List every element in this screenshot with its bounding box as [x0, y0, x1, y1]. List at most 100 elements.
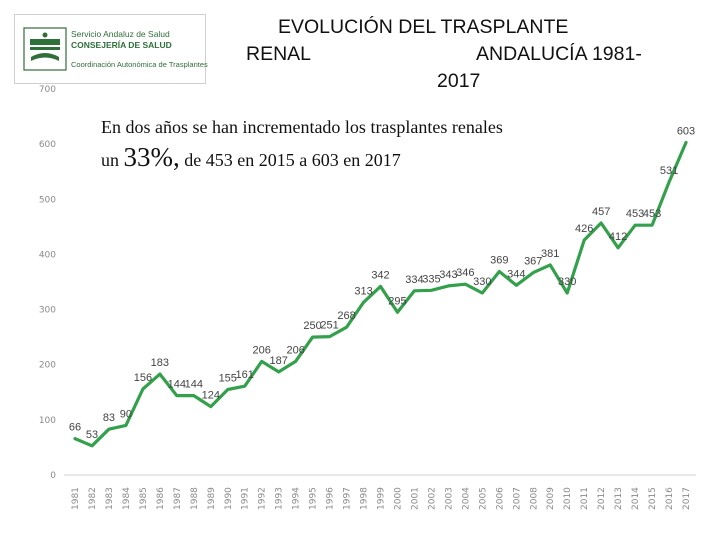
x-tick-label: 2010: [563, 487, 573, 510]
x-tick-label: 1992: [258, 487, 268, 510]
x-tick-label: 2014: [631, 487, 641, 510]
data-label: 531: [660, 165, 678, 177]
x-tick-label: 2011: [580, 487, 590, 510]
x-axis-ticks: 1981 1982 1983 1984 1985 1986 1987 1988 1989 1990…: [71, 487, 692, 510]
y-tick-label: 600: [39, 140, 56, 150]
x-tick-label: 1986: [156, 487, 166, 510]
data-label: 342: [371, 269, 389, 281]
y-tick-label: 300: [39, 306, 56, 316]
data-label: 330: [558, 276, 576, 288]
data-label: 206: [286, 344, 304, 356]
y-axis-ticks: 0 100 200 300 400 500 600 700: [39, 85, 56, 481]
y-tick-label: 500: [39, 195, 56, 205]
data-label: 334: [405, 274, 423, 286]
data-label: 335: [422, 273, 440, 285]
x-tick-label: 2001: [410, 487, 420, 510]
data-label: 53: [86, 429, 98, 441]
annotation-part-2: de 453 en 2015 a 603 en 2017: [179, 150, 401, 170]
x-tick-label: 1989: [207, 487, 217, 510]
data-label: 330: [473, 276, 491, 288]
x-tick-label: 1988: [190, 487, 200, 510]
series-line: [73, 140, 688, 448]
x-tick-label: 1982: [88, 487, 98, 510]
data-label: 457: [592, 206, 610, 218]
x-tick-label: 2009: [546, 487, 556, 510]
x-tick-label: 1993: [275, 487, 285, 510]
x-tick-label: 1995: [309, 487, 319, 510]
x-tick-label: 1987: [173, 487, 183, 510]
data-label: 426: [575, 223, 593, 235]
data-label: 346: [456, 267, 474, 279]
data-label: 155: [219, 373, 237, 385]
data-label: 66: [69, 422, 81, 434]
x-tick-label: 1999: [377, 487, 387, 510]
data-label: 369: [490, 255, 508, 267]
data-label: 412: [609, 231, 627, 243]
data-label: 83: [103, 412, 115, 424]
data-label: 251: [320, 320, 338, 332]
data-label: 453: [626, 208, 644, 220]
y-tick-label: 200: [39, 361, 56, 371]
data-label: 90: [120, 408, 132, 420]
x-tick-label: 1984: [122, 487, 132, 510]
data-label: 187: [269, 355, 287, 367]
x-tick-label: 1994: [292, 487, 302, 510]
annotation-part-1: En dos años se han incrementado los tras…: [101, 117, 503, 170]
x-tick-label: 2012: [597, 487, 607, 510]
data-label: 367: [524, 256, 542, 268]
data-label: 206: [253, 344, 271, 356]
data-label: 144: [168, 379, 186, 391]
x-tick-label: 1991: [241, 487, 251, 510]
y-tick-label: 100: [39, 416, 56, 426]
data-label: 295: [388, 295, 406, 307]
title-line-1: EVOLUCIÓN DEL TRASPLANTE: [278, 16, 569, 38]
x-tick-label: 1997: [343, 487, 353, 510]
x-tick-label: 2008: [529, 487, 539, 510]
annotation-text: En dos años se han incrementado los tras…: [101, 112, 521, 175]
data-label: 183: [151, 357, 169, 369]
x-tick-label: 2015: [648, 487, 658, 510]
x-tick-label: 2000: [393, 487, 403, 510]
x-tick-label: 2016: [665, 487, 675, 510]
x-tick-label: 1998: [360, 487, 370, 510]
data-label: 343: [439, 269, 457, 281]
title-line-3: 2017: [437, 70, 481, 92]
data-label: 344: [507, 268, 525, 280]
andalucia-emblem-icon: [23, 27, 67, 71]
x-tick-label: 2005: [478, 487, 488, 510]
x-tick-label: 2006: [495, 487, 505, 510]
title-line-2-right: ANDALUCÍA 1981-: [476, 43, 642, 65]
x-tick-label: 2013: [614, 487, 624, 510]
data-label: 124: [202, 390, 220, 402]
y-tick-label: 0: [50, 471, 56, 481]
x-tick-label: 2004: [461, 487, 471, 510]
y-tick-label: 700: [39, 85, 56, 95]
x-tick-label: 1981: [71, 487, 81, 510]
data-label: 250: [303, 320, 321, 332]
annotation-highlight: 33%,: [123, 142, 180, 172]
x-tick-label: 2002: [427, 487, 437, 510]
x-tick-label: 2017: [682, 487, 692, 510]
x-tick-label: 1990: [224, 487, 234, 510]
x-tick-label: 2003: [444, 487, 454, 510]
logo-text-service: Servicio Andaluz de Salud: [71, 29, 170, 39]
data-label: 161: [236, 369, 254, 381]
data-label: 313: [354, 285, 372, 297]
data-label: 268: [337, 310, 355, 322]
data-label: 453: [643, 208, 661, 220]
x-tick-label: 2007: [512, 487, 522, 510]
data-label: 156: [134, 372, 152, 384]
logo-text-coordination: Coordinación Autonómica de Trasplantes: [71, 60, 208, 69]
y-tick-label: 400: [39, 250, 56, 260]
data-label: 144: [185, 379, 203, 391]
x-tick-label: 1985: [139, 487, 149, 510]
logo-text-ministry: CONSEJERÍA DE SALUD: [71, 40, 172, 50]
title-line-2-left: RENAL: [246, 43, 312, 65]
x-tick-label: 1983: [105, 487, 115, 510]
data-label: 381: [541, 248, 559, 260]
data-label: 603: [677, 125, 695, 137]
logo: Servicio Andaluz de Salud CONSEJERÍA DE …: [14, 14, 208, 84]
x-tick-label: 1996: [326, 487, 336, 510]
